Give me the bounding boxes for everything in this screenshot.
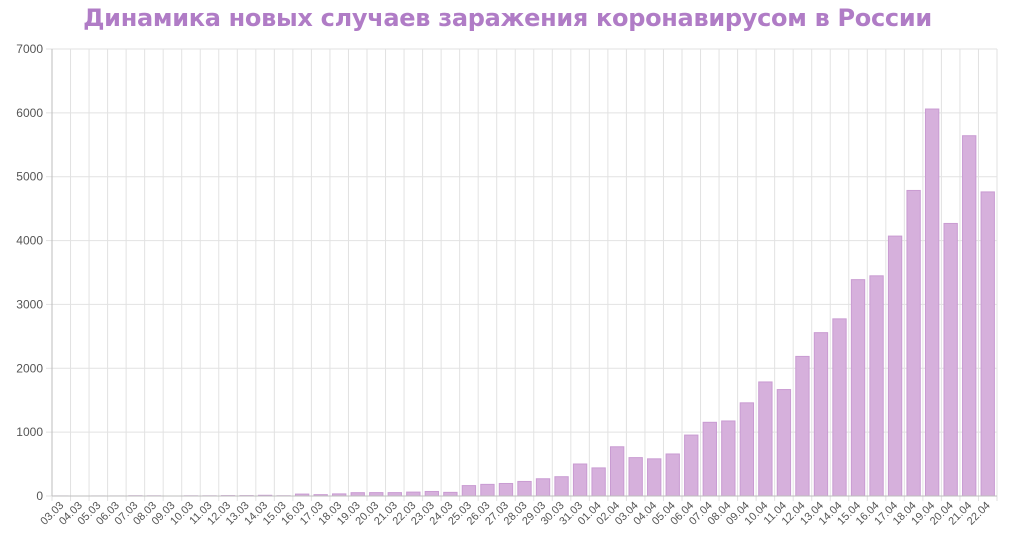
y-tick-label: 2000 [16,361,43,375]
bar-31.03 [572,463,588,497]
bar-14.04 [832,318,847,497]
bars [54,108,995,497]
bar-01.04 [591,467,606,497]
bar-27.03 [498,482,514,497]
bar-28.03 [517,480,532,497]
bar-19.04 [924,108,940,497]
y-tick-labels: 0 1000 2000 3000 4000 5000 6000 7000 [16,42,43,503]
bar-15.04 [850,279,866,497]
bar-29.03 [535,478,551,497]
y-tick-label: 1000 [16,425,43,439]
bar-04.04 [647,458,662,497]
bar-16.04 [869,275,884,497]
y-tick-label: 5000 [16,170,43,184]
bar-30.03 [554,476,569,497]
y-tick-label: 6000 [16,106,43,120]
bar-08.04 [721,420,736,497]
bar-18.04 [906,189,921,497]
bar-21.03 [387,492,402,497]
bar-10.04 [758,381,773,497]
bar-03.04 [628,457,643,497]
bar-20.04 [943,222,958,497]
bar-25.03 [461,485,477,497]
axes [51,49,997,497]
y-tick-label: 7000 [16,42,43,56]
bar-17.04 [887,235,903,497]
bar-22.03 [406,491,421,497]
y-tick-label: 4000 [16,234,43,248]
x-tick-labels: 03.0304.0305.0306.0307.0308.0309.0310.03… [38,500,992,528]
bar-13.04 [813,332,829,497]
bar-21.04 [962,135,977,497]
bar-06.04 [684,434,699,497]
bar-24.03 [443,491,458,497]
bar-02.04 [609,446,625,497]
y-tick-label: 0 [36,489,43,503]
bar-11.04 [776,389,792,497]
bar-20.03 [369,492,384,497]
bar-07.04 [702,421,717,497]
y-tick-label: 3000 [16,297,43,311]
bar-05.04 [665,453,680,497]
chart-title: Динамика новых случаев заражения коронав… [83,4,932,32]
bar-23.03 [424,490,440,497]
grid-lines [46,48,998,501]
bar-22.04 [980,191,995,497]
bar-09.04 [739,402,755,497]
bar-26.03 [480,483,495,497]
bar-12.04 [795,355,810,497]
